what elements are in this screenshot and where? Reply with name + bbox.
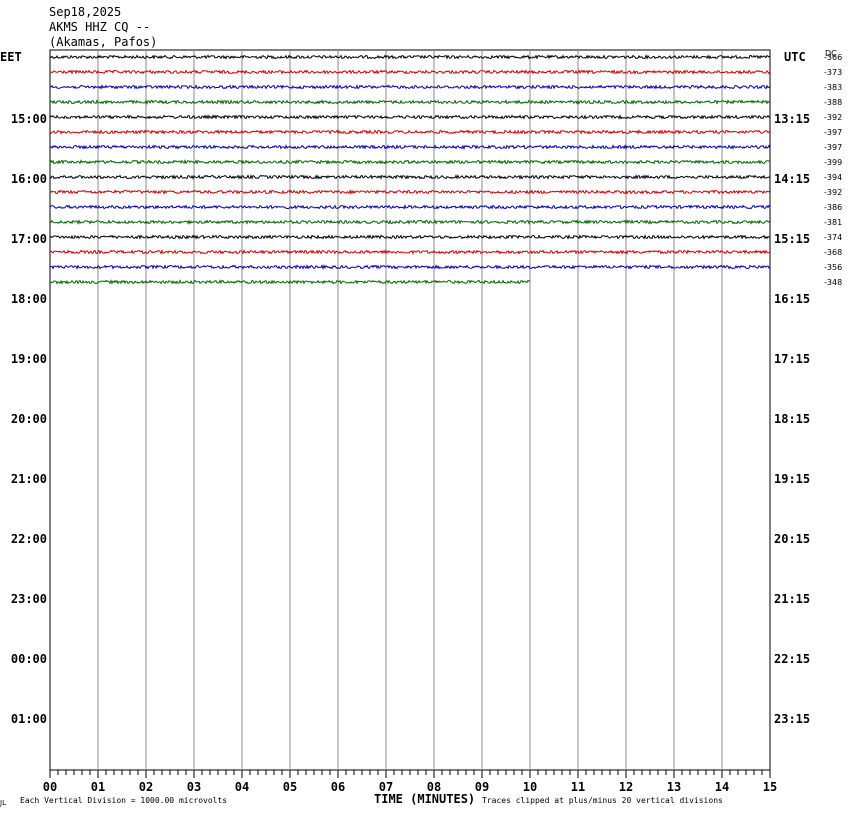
trace-line: [49, 279, 531, 285]
hour-label-right: 13:15: [774, 112, 810, 126]
x-tick-label: 13: [667, 780, 681, 794]
x-tick-label: 14: [715, 780, 729, 794]
clip-note: Traces clipped at plus/minus 20 vertical…: [482, 796, 723, 805]
left-timezone-label: EET: [0, 50, 22, 64]
hour-label-right: 16:15: [774, 292, 810, 306]
trace-line: [49, 159, 771, 165]
hour-label-left: 18:00: [11, 292, 47, 306]
trace-line: [49, 174, 771, 180]
x-tick-label: 05: [283, 780, 297, 794]
trace-line: [49, 53, 771, 60]
hour-label-left: 17:00: [11, 232, 47, 246]
hour-label-right: 15:15: [774, 232, 810, 246]
hour-labels: 15:00 13:15 16:00 14:15 17:00 15:15 18:00 16:15…: [11, 112, 810, 726]
x-axis-ticks: [49, 770, 771, 778]
right-timezone-label: UTC: [784, 50, 806, 64]
hour-label-left: 00:00: [11, 652, 47, 666]
hour-label-right: 17:15: [774, 352, 810, 366]
dc-offset-label: -373: [824, 68, 842, 77]
dc-offset-label: -374: [824, 233, 842, 242]
trace-line: [49, 248, 771, 255]
dc-offset-label: -368: [824, 248, 842, 257]
x-tick-label: 00: [43, 780, 57, 794]
x-tick-label: 01: [91, 780, 105, 794]
scale-note: Each Vertical Division = 1000.00 microvo…: [20, 796, 228, 805]
x-tick-label: 15: [763, 780, 777, 794]
trace-line: [49, 99, 771, 105]
trace-line: [49, 189, 771, 195]
hour-label-right: 18:15: [774, 412, 810, 426]
x-tick-label: 12: [619, 780, 633, 794]
dc-offset-label: -366: [824, 53, 842, 62]
hour-label-left: 01:00: [11, 712, 47, 726]
x-tick-label: 09: [475, 780, 489, 794]
dc-offset-label: -392: [824, 188, 842, 197]
corner-mark: JL: [0, 799, 6, 807]
dc-offset-label: -356: [824, 263, 842, 272]
trace-line: [49, 204, 771, 210]
dc-offset-labels: -366 -373 -383 -388 -392 -397 -397 -399 -394 -392…: [824, 53, 842, 287]
station-code: AKMS HHZ CQ --: [49, 20, 151, 34]
hour-label-right: 14:15: [774, 172, 810, 186]
minute-gridlines: [97, 50, 723, 770]
x-axis-title: TIME (MINUTES): [374, 792, 476, 806]
dc-offset-label: -348: [824, 278, 842, 287]
x-tick-label: 08: [427, 780, 441, 794]
dc-offset-label: -392: [824, 113, 842, 122]
x-tick-label: 06: [331, 780, 345, 794]
x-tick-label: 03: [187, 780, 201, 794]
hour-label-left: 22:00: [11, 532, 47, 546]
trace-line: [49, 234, 771, 240]
seismic-traces: [49, 53, 771, 285]
station-location: (Akamas, Pafos): [49, 35, 158, 49]
chart-date: Sep18,2025: [49, 5, 122, 19]
dc-header-label: DC: [825, 49, 837, 58]
dc-offset-label: -381: [824, 218, 842, 227]
hour-label-right: 20:15: [774, 532, 810, 546]
trace-line: [49, 114, 771, 120]
plot-frame: [49, 49, 771, 771]
hour-label-left: 20:00: [11, 412, 47, 426]
x-tick-label: 04: [235, 780, 249, 794]
dc-offset-label: -383: [824, 83, 842, 92]
dc-offset-label: -386: [824, 203, 842, 212]
trace-line: [49, 84, 771, 90]
hour-label-right: 21:15: [774, 592, 810, 606]
trace-line: [49, 144, 771, 150]
hour-label-left: 15:00: [11, 112, 47, 126]
hour-label-right: 23:15: [774, 712, 810, 726]
dc-offset-label: -397: [824, 143, 842, 152]
x-axis-tick-labels: 00 01 02 03 04 05 06 07 08 09 10 11 12 13 14 15: [43, 780, 777, 794]
hour-label-right: 19:15: [774, 472, 810, 486]
hour-label-left: 23:00: [11, 592, 47, 606]
trace-line: [49, 219, 771, 225]
hour-label-left: 19:00: [11, 352, 47, 366]
x-tick-label: 07: [379, 780, 393, 794]
dc-offset-label: -394: [824, 173, 842, 182]
x-tick-label: 11: [571, 780, 585, 794]
hour-label-left: 16:00: [11, 172, 47, 186]
dc-offset-label: -388: [824, 98, 842, 107]
hour-label-left: 21:00: [11, 472, 47, 486]
trace-line: [49, 129, 771, 135]
trace-line: [50, 69, 771, 75]
hour-label-right: 22:15: [774, 652, 810, 666]
x-tick-label: 02: [139, 780, 153, 794]
dc-offset-label: -397: [824, 128, 842, 137]
dc-offset-label: -399: [824, 158, 842, 167]
x-tick-label: 10: [523, 780, 537, 794]
trace-line: [49, 264, 771, 271]
